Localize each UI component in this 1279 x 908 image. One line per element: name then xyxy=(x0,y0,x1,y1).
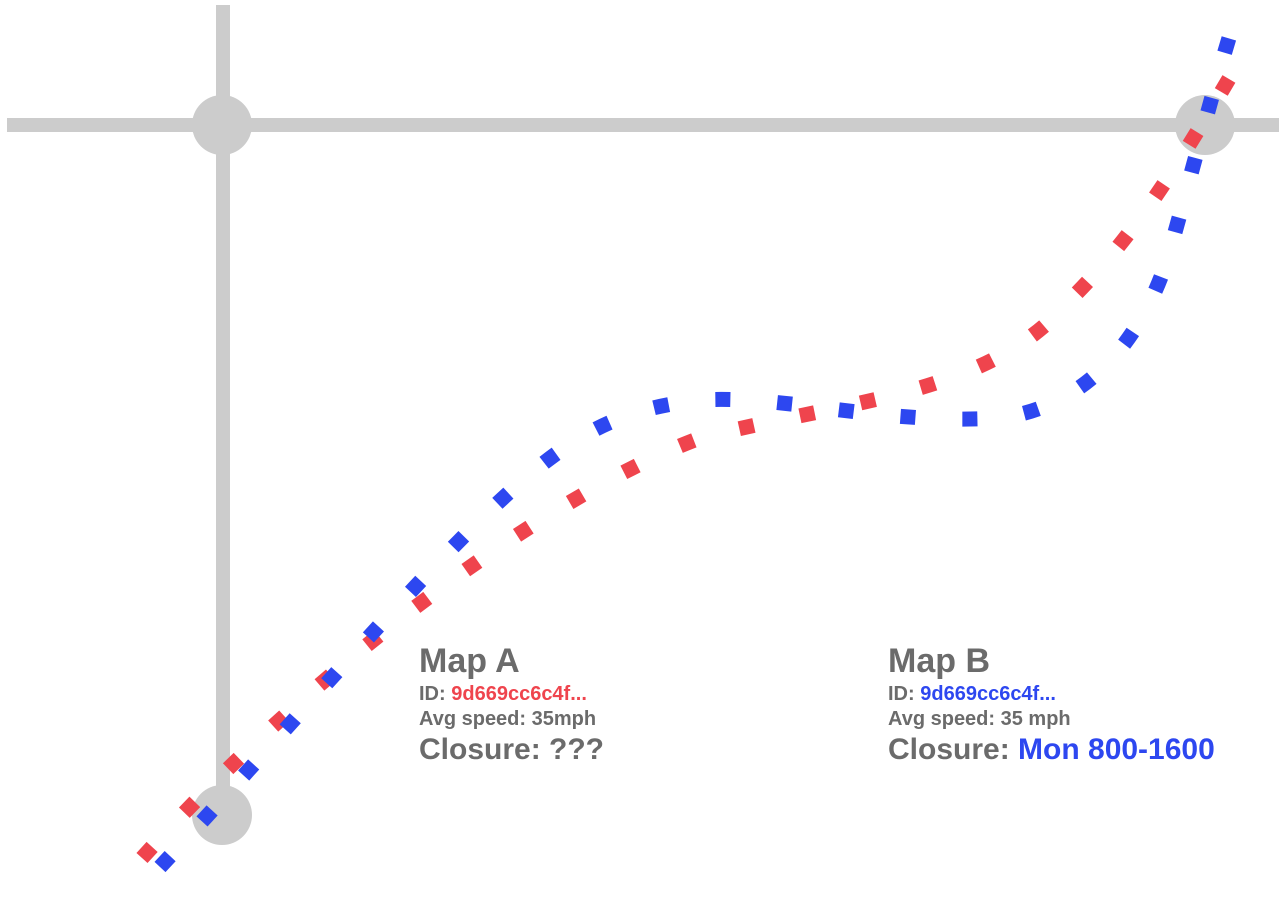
map-a-id-line: ID: 9d669cc6c4f... xyxy=(419,684,604,704)
map-b-info: Map B ID: 9d669cc6c4f... Avg speed: 35 m… xyxy=(888,644,1215,765)
map-b-speed: Avg speed: 35 mph xyxy=(888,708,1071,730)
map-b-closure-value: Mon 800-1600 xyxy=(1018,733,1215,766)
map-a-speed: Avg speed: 35mph xyxy=(419,708,597,730)
intersection-node-top-left xyxy=(192,95,252,155)
map-a-closure-value: ??? xyxy=(549,733,605,766)
map-b-closure-label: Closure: xyxy=(888,733,1010,766)
intersection-node-bottom-left xyxy=(192,785,252,845)
map-b-closure-line: Closure: Mon 800-1600 xyxy=(888,735,1215,765)
road-horizontal xyxy=(7,118,1279,132)
map-a-closure-label: Closure: xyxy=(419,733,541,766)
map-a-title: Map A xyxy=(419,642,520,680)
map-b-title: Map B xyxy=(888,642,990,680)
map-a-info: Map A ID: 9d669cc6c4f... Avg speed: 35mp… xyxy=(419,644,604,765)
road-vertical xyxy=(216,5,230,815)
map-b-id-label: ID: xyxy=(888,683,915,705)
map-a-id-label: ID: xyxy=(419,683,446,705)
route-map-b xyxy=(154,25,1240,873)
map-b-id-line: ID: 9d669cc6c4f... xyxy=(888,684,1215,704)
map-b-id-value: 9d669cc6c4f... xyxy=(920,683,1056,705)
map-a-closure-line: Closure: ??? xyxy=(419,735,604,765)
map-a-id-value: 9d669cc6c4f... xyxy=(451,683,587,705)
